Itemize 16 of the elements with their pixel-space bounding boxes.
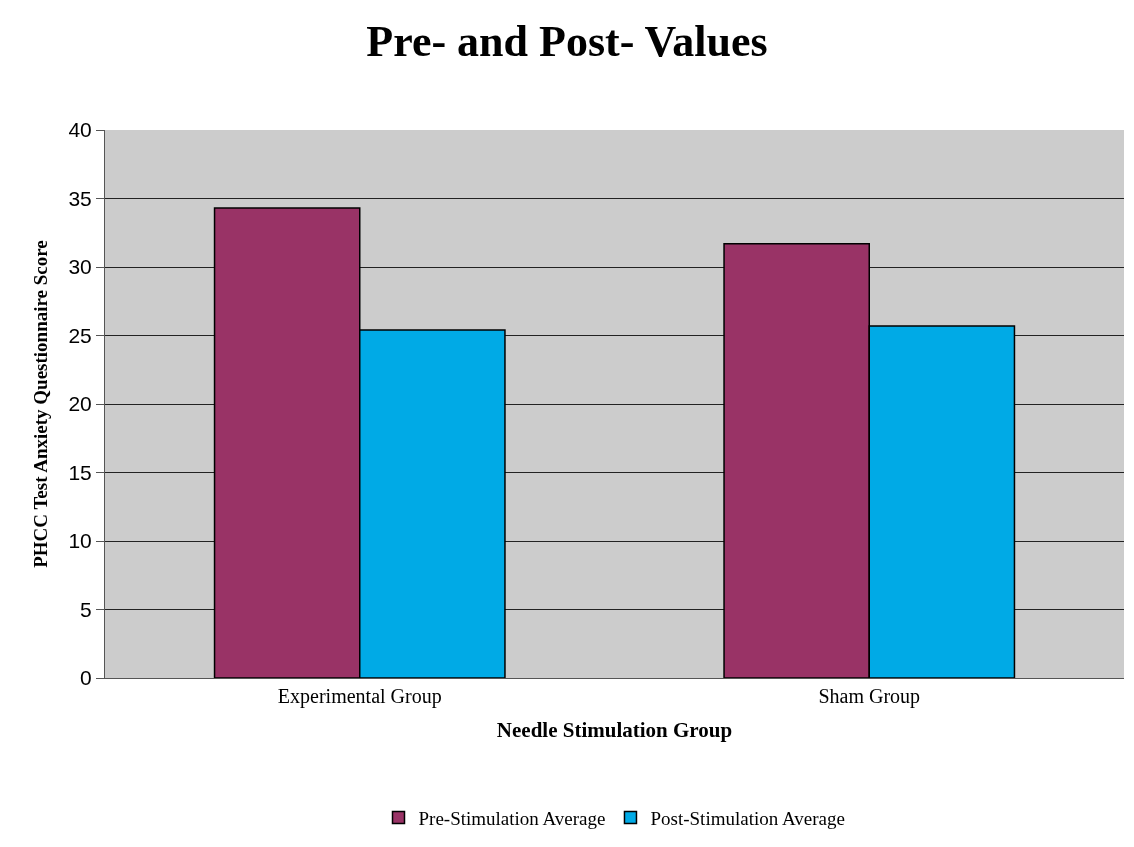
x-axis-title: Needle Stimulation Group <box>496 718 733 743</box>
x-tick-label: Sham Group <box>818 685 921 708</box>
y-tick-label: 15 <box>68 460 92 484</box>
y-tick-label: 30 <box>68 255 92 279</box>
legend-label: Pre-Stimulation Average <box>418 807 606 829</box>
y-axis-title: PHCC Test Anxiety Questionnaire Score <box>30 240 52 568</box>
y-tick-label: 0 <box>80 666 92 690</box>
y-tick-label: 25 <box>68 323 92 347</box>
legend-label: Post-Stimulation Average <box>650 807 845 829</box>
chart-title: Pre- and Post- Values <box>366 17 768 67</box>
y-tick-label: 20 <box>68 392 92 416</box>
y-tick-label: 5 <box>80 597 92 621</box>
y-tick-label: 40 <box>68 118 92 142</box>
y-tick-label: 35 <box>68 186 92 210</box>
y-tick-label: 10 <box>68 529 92 553</box>
x-tick-label: Experimental Group <box>277 685 442 708</box>
